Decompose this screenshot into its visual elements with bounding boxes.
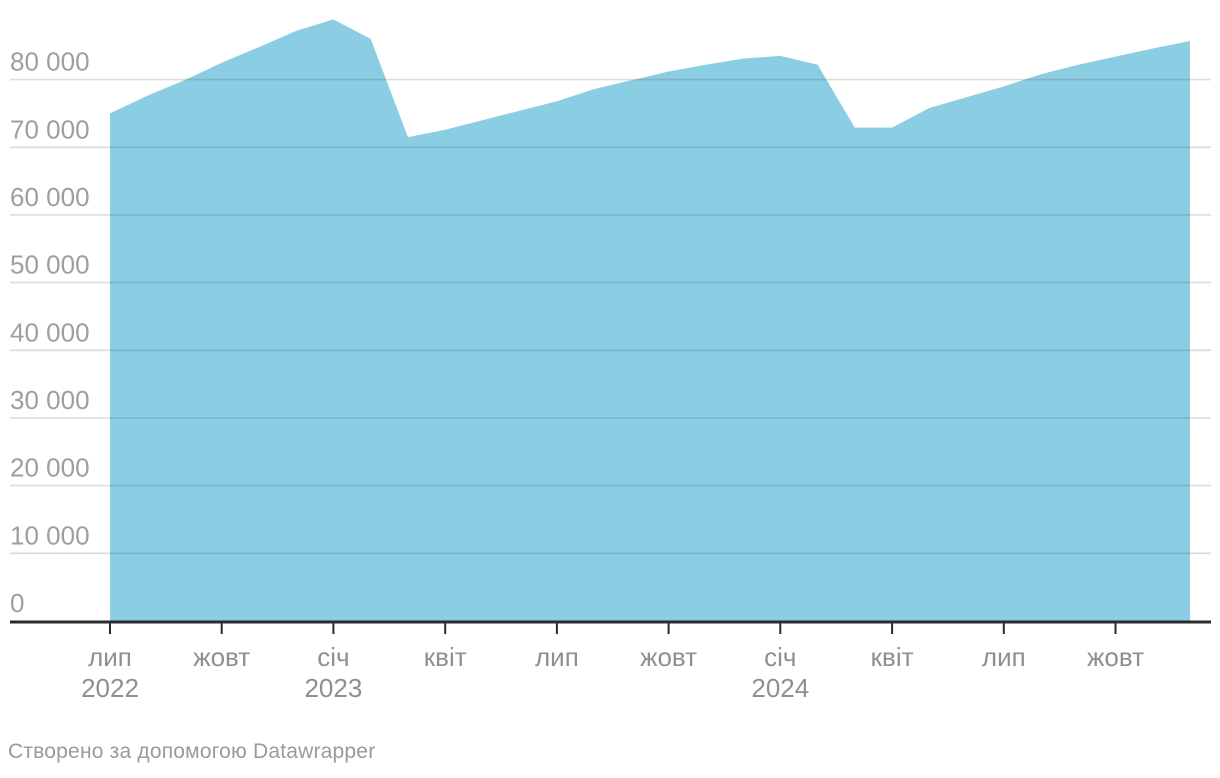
y-tick-label: 70 000 xyxy=(10,114,90,144)
y-tick-label: 30 000 xyxy=(10,385,90,415)
x-year-label: 2022 xyxy=(81,673,139,703)
x-tick-label: квіт xyxy=(871,642,914,672)
y-tick-label: 80 000 xyxy=(10,47,90,77)
x-tick-label: жовт xyxy=(193,642,250,672)
x-tick-label: лип xyxy=(535,642,579,672)
credit-text: Створено за допомогою Datawrapper xyxy=(8,740,376,763)
chart-canvas: 0 10 000 20 000 30 000 40 000 50 000 60 000 70 … xyxy=(10,19,1211,703)
y-tick-label: 0 xyxy=(10,588,24,618)
x-year-label: 2024 xyxy=(751,673,809,703)
x-year-label: 2023 xyxy=(304,673,362,703)
y-tick-label: 10 000 xyxy=(10,520,90,550)
x-tick-label: лип xyxy=(982,642,1026,672)
x-tick-label: січ xyxy=(317,642,349,672)
x-tick-label: січ xyxy=(764,642,796,672)
area-series xyxy=(110,19,1190,621)
x-tick-label: жовт xyxy=(640,642,697,672)
y-tick-label: 60 000 xyxy=(10,182,90,212)
y-tick-label: 20 000 xyxy=(10,453,90,483)
x-tick-label: лип xyxy=(88,642,132,672)
x-tick-label: жовт xyxy=(1087,642,1144,672)
y-tick-label: 40 000 xyxy=(10,317,90,347)
y-tick-label: 50 000 xyxy=(10,250,90,280)
x-tick-label: квіт xyxy=(424,642,467,672)
